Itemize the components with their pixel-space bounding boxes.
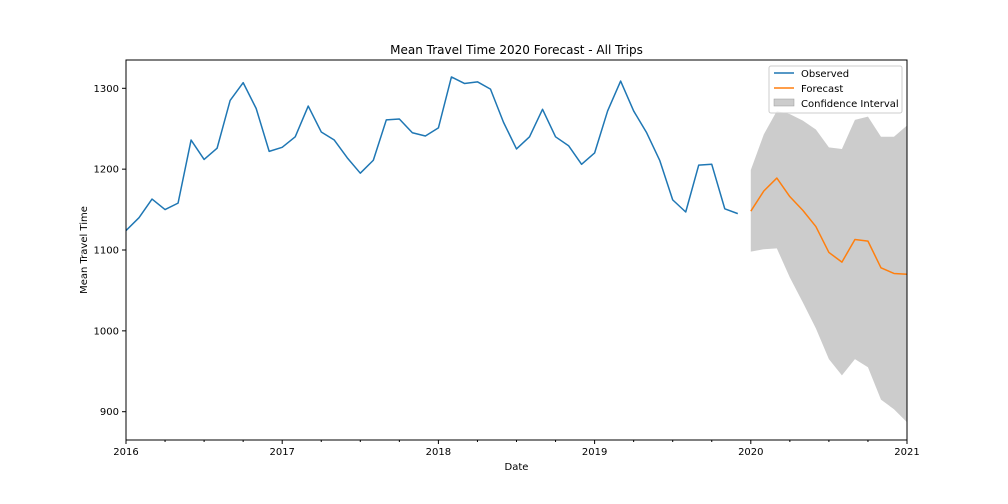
y-tick-label: 1300 <box>94 84 119 95</box>
y-axis-label: Mean Travel Time <box>79 206 90 294</box>
y-tick-label: 900 <box>100 407 119 418</box>
y-tick-label: 1100 <box>94 246 119 257</box>
plot-area <box>126 76 907 423</box>
legend-forecast-label: Forecast <box>801 84 843 95</box>
y-tick-label: 1000 <box>94 326 119 337</box>
y-tick-label: 1200 <box>94 165 119 176</box>
legend-box <box>768 65 903 114</box>
x-axis-label: Date <box>505 462 529 473</box>
legend-ci-label: Confidence Interval <box>801 99 899 110</box>
legend-observed-label: Observed <box>801 69 849 80</box>
x-tick-label: 2020 <box>738 447 763 458</box>
x-tick-label: 2019 <box>582 447 607 458</box>
legend-ci-swatch <box>773 98 795 107</box>
series-line-forecast <box>750 177 907 276</box>
series-line-observed <box>126 76 739 232</box>
x-tick-label: 2016 <box>113 447 138 458</box>
x-tick-label: 2017 <box>269 447 294 458</box>
chart-title: Mean Travel Time 2020 Forecast - All Tri… <box>390 43 643 57</box>
x-axis: 2016 2017 2018 2019 2020 2021 <box>113 440 920 458</box>
x-tick-label: 2018 <box>426 447 451 458</box>
x-tick-label: 2021 <box>894 447 919 458</box>
confidence-interval-band <box>750 110 907 423</box>
y-axis: 900 1000 1100 1200 1300 <box>94 84 126 418</box>
legend: Observed Forecast Confidence Interval <box>768 65 903 114</box>
